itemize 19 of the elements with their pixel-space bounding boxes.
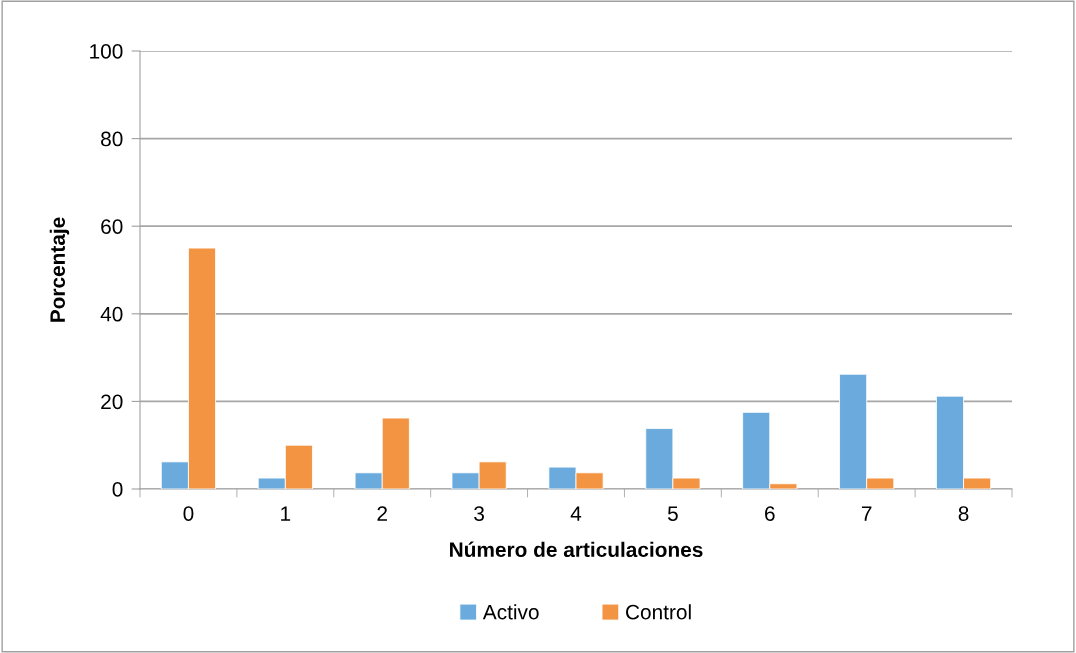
y-axis-title: Porcentaje [49, 217, 70, 322]
x-tick-label: 6 [765, 506, 775, 521]
x-tick-label: 0 [183, 506, 194, 521]
x-tick-label: 2 [377, 506, 387, 521]
x-tick-label: 5 [667, 506, 678, 521]
x-axis-title: Número de articulaciones [450, 541, 703, 558]
x-tick-label: 8 [958, 506, 969, 521]
y-tick-label: 100 [90, 44, 123, 59]
y-tick-label: 40 [100, 306, 123, 322]
x-tick-label: 4 [570, 506, 582, 521]
y-tick-label: 20 [101, 394, 123, 410]
y-tick-label: 0 [112, 482, 123, 497]
y-tick-label: 80 [101, 131, 123, 147]
x-tick-label: 3 [474, 506, 484, 521]
x-tick-label: 1 [281, 506, 291, 521]
x-tick-label: 7 [861, 506, 872, 521]
legend-label: Activo [482, 604, 539, 620]
legend-label: Control [626, 604, 691, 620]
y-tick-label: 60 [101, 219, 123, 234]
